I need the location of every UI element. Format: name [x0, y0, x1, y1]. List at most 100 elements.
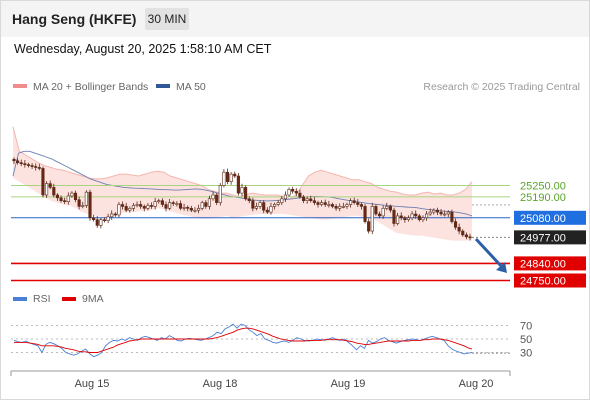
candle-up — [182, 207, 186, 209]
candle-down — [41, 168, 45, 196]
candle-down — [356, 202, 360, 205]
candle-down — [312, 200, 316, 203]
candle-down — [121, 204, 125, 207]
candle-down — [34, 166, 38, 168]
candle-down — [23, 163, 27, 165]
candle-down — [160, 200, 164, 205]
rsi-axis-label-1: 50 — [520, 334, 532, 346]
candle-down — [450, 211, 454, 222]
x-axis-label-2: Aug 19 — [331, 378, 366, 390]
candle-down — [301, 196, 306, 201]
pivot-label-box — [514, 210, 586, 225]
level-label-2: 25080.00 — [520, 213, 566, 225]
candle-down — [142, 206, 146, 209]
candle-down — [468, 236, 472, 239]
candle-down — [77, 199, 81, 207]
level-label-5: 24750.00 — [520, 276, 566, 288]
candle-down — [374, 206, 378, 215]
candle-up — [168, 202, 172, 209]
candle-up — [211, 194, 215, 200]
candle-up — [131, 205, 135, 209]
candle-down — [26, 164, 31, 166]
x-axis-label-1: Aug 18 — [203, 378, 238, 390]
candle-up — [349, 200, 353, 205]
candle-down — [102, 219, 107, 221]
candle-up — [117, 204, 121, 216]
candle-down — [52, 187, 56, 196]
candle-up — [207, 198, 211, 207]
candle-down — [309, 198, 313, 202]
interval-button[interactable]: 30 MIN — [145, 8, 189, 30]
candle-up — [157, 200, 161, 202]
candle-down — [37, 167, 41, 169]
candle-down — [316, 202, 320, 205]
candle-up — [110, 213, 114, 218]
candle-up — [287, 189, 291, 196]
candle-down — [30, 165, 34, 167]
timestamp: Wednesday, August 20, 2025 1:58:10 AM CE… — [14, 42, 272, 56]
x-axis-label-3: Aug 20 — [459, 378, 494, 390]
candle-up — [240, 187, 244, 194]
candle-down — [352, 200, 356, 203]
candle-down — [233, 173, 237, 177]
candle-down — [464, 234, 468, 238]
candle-up — [385, 206, 389, 209]
candle-down — [189, 208, 193, 211]
candle-down — [178, 203, 183, 209]
candle-down — [330, 204, 335, 207]
candle-up — [341, 206, 345, 208]
candle-up — [305, 198, 309, 202]
candle-down — [377, 213, 382, 217]
candle-up — [254, 206, 259, 209]
candle-up — [200, 202, 204, 209]
rsi-axis-label-0: 70 — [520, 321, 532, 333]
candle-up — [443, 213, 447, 216]
candle-up — [410, 213, 414, 219]
candle-down — [113, 213, 117, 216]
level-label-0: 25250.00 — [520, 181, 566, 193]
rsi-legend-label-1: 9MA — [82, 293, 104, 305]
candle-up — [146, 205, 150, 209]
candle-up — [381, 208, 385, 217]
candle-up — [175, 203, 179, 205]
candle-down — [457, 227, 461, 232]
candle-up — [258, 202, 262, 207]
level-label-1: 25190.00 — [520, 192, 566, 204]
candle-up — [106, 216, 110, 221]
candle-down — [88, 191, 92, 219]
candle-up — [229, 173, 233, 183]
candle-down — [164, 204, 168, 209]
candle-down — [251, 200, 255, 209]
candle-up — [406, 217, 411, 221]
instrument-title: Hang Seng (HKFE) — [12, 11, 137, 27]
candle-up — [280, 198, 284, 203]
candle-up — [425, 213, 429, 219]
candle-up — [345, 204, 349, 207]
candle-up — [320, 202, 324, 205]
candle-down — [359, 204, 363, 207]
candle-up — [197, 208, 201, 211]
candle-up — [45, 183, 49, 196]
last-label-box — [514, 230, 586, 245]
candle-down — [225, 171, 230, 182]
candle-up — [338, 206, 342, 209]
candle-down — [59, 197, 63, 202]
rsi-legend-swatch-1 — [62, 297, 76, 301]
candle-down — [323, 202, 327, 205]
candle-down — [149, 205, 154, 207]
candle-down — [19, 162, 23, 164]
candle-up — [370, 206, 374, 232]
candle-down — [12, 158, 16, 162]
candle-up — [222, 171, 226, 186]
candle-down — [388, 206, 392, 211]
candle-down — [294, 190, 298, 194]
candle-down — [124, 206, 128, 211]
candle-up — [269, 206, 273, 213]
candle-down — [291, 189, 295, 192]
candle-down — [461, 230, 465, 236]
candle-up — [446, 211, 450, 215]
rsi-legend-label-0: RSI — [33, 293, 51, 305]
candle-down — [236, 175, 240, 194]
copyright-text: Research © 2025 Trading Central — [423, 81, 580, 93]
forecast-arrow — [474, 237, 504, 269]
